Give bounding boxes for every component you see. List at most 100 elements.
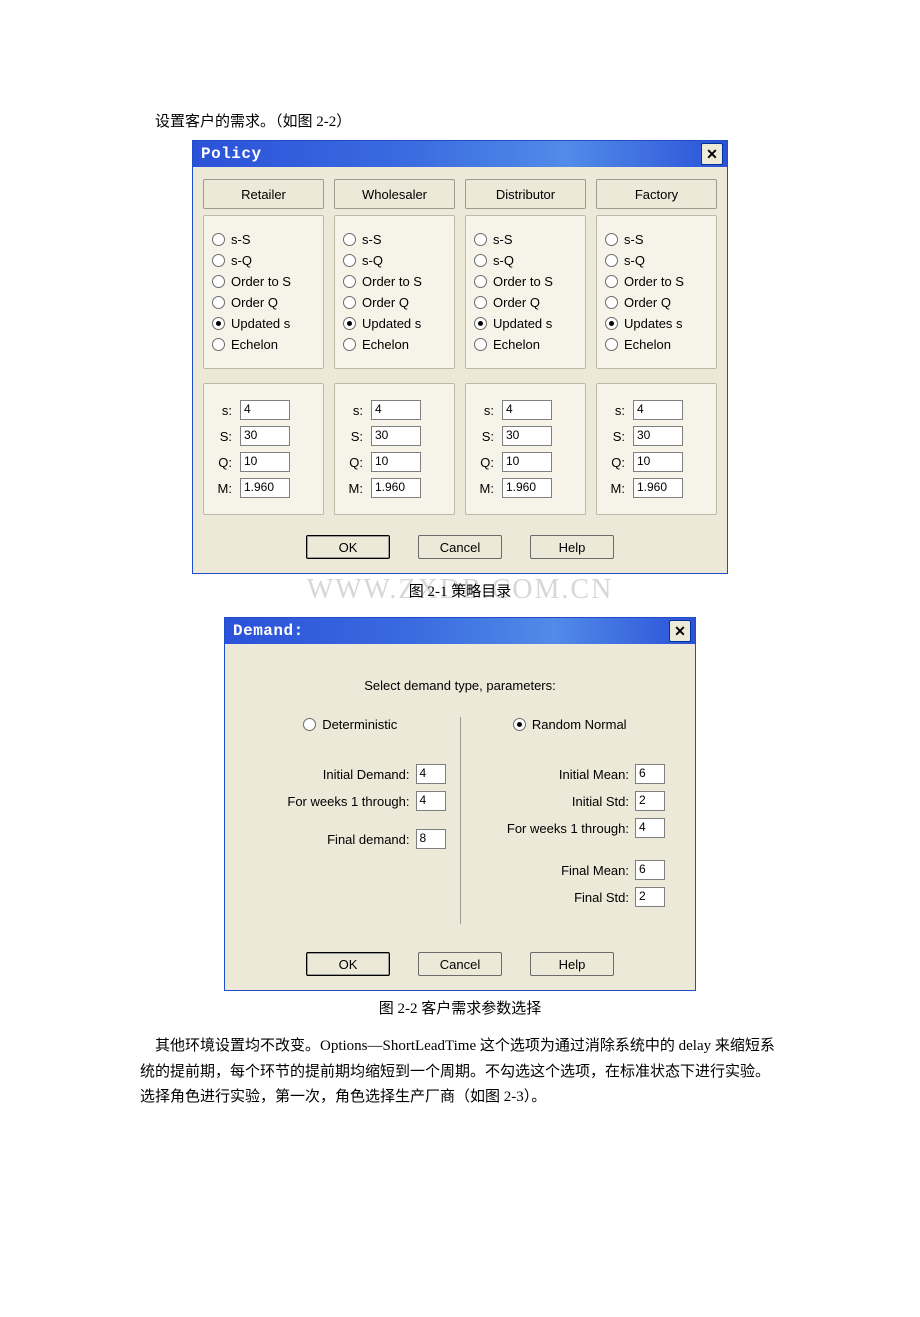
random-normal-radio-row[interactable]: Random Normal bbox=[475, 717, 666, 732]
policy-radio-row[interactable]: Order to S bbox=[605, 274, 708, 289]
param-label: M: bbox=[476, 481, 494, 496]
help-button[interactable]: Help bbox=[530, 535, 614, 559]
policy-radio-row[interactable]: Updated s bbox=[343, 316, 446, 331]
radio-label: Echelon bbox=[493, 337, 540, 352]
policy-radio-row[interactable]: Order Q bbox=[474, 295, 577, 310]
param-input-s[interactable]: 30 bbox=[240, 426, 290, 446]
radio-label: Updated s bbox=[231, 316, 290, 331]
param-input-s[interactable]: 4 bbox=[502, 400, 552, 420]
policy-radio-row[interactable]: Echelon bbox=[212, 337, 315, 352]
policy-radio-row[interactable]: s-Q bbox=[212, 253, 315, 268]
param-input-m[interactable]: 1.960 bbox=[633, 478, 683, 498]
field-label: Final Mean: bbox=[561, 863, 629, 878]
radio-label: Echelon bbox=[231, 337, 278, 352]
policy-radio-group: s-S s-Q Order to S Order Q Updated s Echelon bbox=[334, 215, 455, 369]
policy-radio-row[interactable]: Echelon bbox=[605, 337, 708, 352]
initial-mean-input[interactable]: 6 bbox=[635, 764, 665, 784]
field-label: Initial Std: bbox=[572, 794, 629, 809]
param-row: Q:10 bbox=[214, 452, 313, 472]
param-label: Q: bbox=[345, 455, 363, 470]
radio-icon bbox=[212, 317, 225, 330]
initial-demand-field: Initial Demand: 4 bbox=[255, 764, 446, 784]
policy-radio-row[interactable]: Order Q bbox=[212, 295, 315, 310]
radio-label: Echelon bbox=[624, 337, 671, 352]
weeks-input-right[interactable]: 4 bbox=[635, 818, 665, 838]
radio-label: s-S bbox=[362, 232, 382, 247]
initial-demand-input[interactable]: 4 bbox=[416, 764, 446, 784]
policy-radio-row[interactable]: s-S bbox=[343, 232, 446, 247]
radio-label: Order to S bbox=[362, 274, 422, 289]
field-label: Final Std: bbox=[574, 890, 629, 905]
close-icon[interactable]: ✕ bbox=[669, 620, 691, 642]
param-input-q[interactable]: 10 bbox=[502, 452, 552, 472]
param-row: Q:10 bbox=[476, 452, 575, 472]
radio-label: Order Q bbox=[362, 295, 409, 310]
param-input-q[interactable]: 10 bbox=[633, 452, 683, 472]
initial-std-input[interactable]: 2 bbox=[635, 791, 665, 811]
param-input-m[interactable]: 1.960 bbox=[240, 478, 290, 498]
policy-radio-row[interactable]: Order to S bbox=[343, 274, 446, 289]
param-label: S: bbox=[476, 429, 494, 444]
policy-radio-row[interactable]: s-S bbox=[212, 232, 315, 247]
param-row: M:1.960 bbox=[345, 478, 444, 498]
param-row: M:1.960 bbox=[607, 478, 706, 498]
policy-radio-row[interactable]: Order Q bbox=[343, 295, 446, 310]
radio-label: s-Q bbox=[362, 253, 383, 268]
param-input-s[interactable]: 30 bbox=[371, 426, 421, 446]
radio-icon bbox=[474, 233, 487, 246]
deterministic-radio-row[interactable]: Deterministic bbox=[255, 717, 446, 732]
param-label: s: bbox=[214, 403, 232, 418]
cancel-button[interactable]: Cancel bbox=[418, 535, 502, 559]
policy-radio-row[interactable]: Echelon bbox=[474, 337, 577, 352]
param-input-s[interactable]: 4 bbox=[371, 400, 421, 420]
weeks-input[interactable]: 4 bbox=[416, 791, 446, 811]
ok-button[interactable]: OK bbox=[306, 535, 390, 559]
param-input-q[interactable]: 10 bbox=[371, 452, 421, 472]
policy-radio-row[interactable]: s-S bbox=[474, 232, 577, 247]
final-demand-input[interactable]: 8 bbox=[416, 829, 446, 849]
close-icon[interactable]: ✕ bbox=[701, 143, 723, 165]
radio-icon bbox=[212, 338, 225, 351]
policy-radio-row[interactable]: Updates s bbox=[605, 316, 708, 331]
deterministic-label: Deterministic bbox=[322, 717, 397, 732]
radio-icon bbox=[605, 254, 618, 267]
radio-icon bbox=[212, 233, 225, 246]
radio-label: s-Q bbox=[624, 253, 645, 268]
policy-radio-row[interactable]: Updated s bbox=[474, 316, 577, 331]
param-row: S: 30 bbox=[476, 426, 575, 446]
radio-icon bbox=[212, 254, 225, 267]
help-button[interactable]: Help bbox=[530, 952, 614, 976]
cancel-button[interactable]: Cancel bbox=[418, 952, 502, 976]
demand-split: Deterministic Initial Demand: 4 For week… bbox=[235, 717, 685, 932]
final-std-input[interactable]: 2 bbox=[635, 887, 665, 907]
policy-radio-row[interactable]: Order to S bbox=[474, 274, 577, 289]
param-input-q[interactable]: 10 bbox=[240, 452, 290, 472]
policy-radio-row[interactable]: s-Q bbox=[474, 253, 577, 268]
policy-button-row: OK Cancel Help bbox=[203, 535, 717, 559]
param-label: S: bbox=[214, 429, 232, 444]
ok-button[interactable]: OK bbox=[306, 952, 390, 976]
param-input-m[interactable]: 1.960 bbox=[371, 478, 421, 498]
radio-label: Order Q bbox=[493, 295, 540, 310]
policy-radio-row[interactable]: Echelon bbox=[343, 337, 446, 352]
param-input-s[interactable]: 30 bbox=[633, 426, 683, 446]
radio-label: Updated s bbox=[493, 316, 552, 331]
param-row: s:4 bbox=[607, 400, 706, 420]
initial-std-field: Initial Std: 2 bbox=[475, 791, 666, 811]
policy-radio-row[interactable]: s-Q bbox=[605, 253, 708, 268]
param-input-s[interactable]: 4 bbox=[633, 400, 683, 420]
column-header: Distributor bbox=[465, 179, 586, 209]
policy-radio-row[interactable]: s-S bbox=[605, 232, 708, 247]
policy-radio-row[interactable]: Order Q bbox=[605, 295, 708, 310]
param-input-s[interactable]: 4 bbox=[240, 400, 290, 420]
policy-radio-row[interactable]: Order to S bbox=[212, 274, 315, 289]
param-input-s[interactable]: 30 bbox=[502, 426, 552, 446]
policy-params-group: s:4S:30Q:10M:1.960 bbox=[465, 383, 586, 515]
radio-icon bbox=[343, 296, 356, 309]
param-input-m[interactable]: 1.960 bbox=[502, 478, 552, 498]
policy-radio-row[interactable]: s-Q bbox=[343, 253, 446, 268]
demand-left: Deterministic Initial Demand: 4 For week… bbox=[243, 717, 458, 932]
policy-radio-row[interactable]: Updated s bbox=[212, 316, 315, 331]
radio-icon bbox=[605, 275, 618, 288]
final-mean-input[interactable]: 6 bbox=[635, 860, 665, 880]
